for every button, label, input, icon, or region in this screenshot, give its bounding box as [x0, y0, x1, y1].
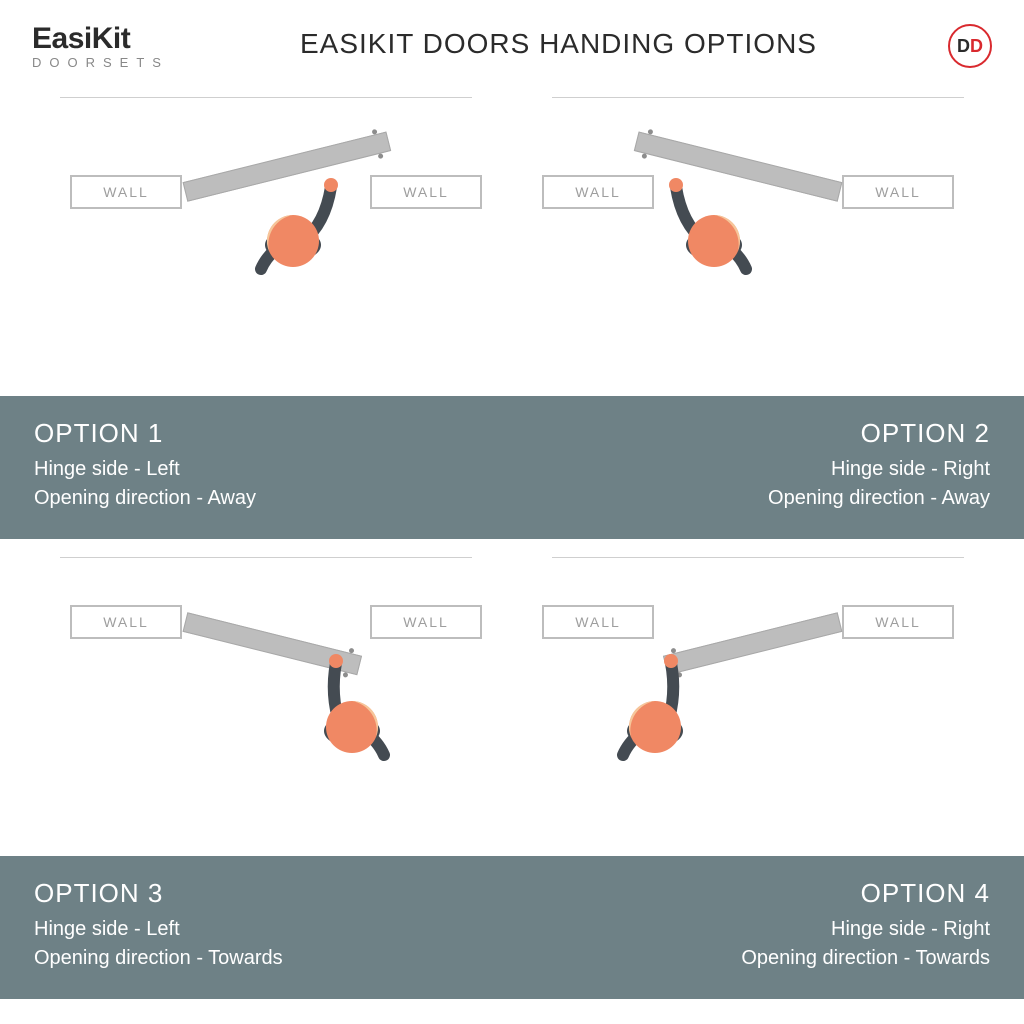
person-icon [245, 169, 345, 289]
wall-right: WALL [842, 605, 954, 639]
wall-right: WALL [370, 605, 482, 639]
option-title: OPTION 2 [546, 418, 990, 449]
option-3-cell: WALL WALL OPTION 3 H [0, 539, 512, 999]
option-hinge: Hinge side - Right [546, 915, 990, 944]
option-4-diagram: WALL WALL [512, 539, 1024, 856]
option-title: OPTION 4 [546, 878, 990, 909]
option-title: OPTION 3 [34, 878, 478, 909]
option-3-caption: OPTION 3 Hinge side - Left Opening direc… [0, 856, 512, 999]
option-title: OPTION 1 [34, 418, 478, 449]
option-4-caption: OPTION 4 Hinge side - Right Opening dire… [512, 856, 1024, 999]
wall-left: WALL [70, 605, 182, 639]
option-3-diagram: WALL WALL [0, 539, 512, 856]
option-2-diagram: WALL WALL [512, 79, 1024, 396]
option-1-caption: OPTION 1 Hinge side - Left Opening direc… [0, 396, 512, 539]
option-1-cell: WALL WALL [0, 79, 512, 539]
person-icon [300, 655, 400, 775]
header: EasiKit DOORSETS EASIKIT DOORS HANDING O… [0, 0, 1024, 79]
brand-sub: DOORSETS [32, 56, 169, 69]
badge-letter-2: D [970, 36, 983, 57]
option-4-cell: WALL WALL OPTION 4 Hinge side - Right [512, 539, 1024, 999]
option-2-cell: WALL WALL OPTION 2 Hinge side - Right [512, 79, 1024, 539]
wall-left: WALL [70, 175, 182, 209]
badge-letter-1: D [957, 36, 970, 57]
option-opening: Opening direction - Towards [34, 944, 478, 973]
option-opening: Opening direction - Towards [546, 944, 990, 973]
options-grid: WALL WALL [0, 79, 1024, 999]
wall-left: WALL [542, 605, 654, 639]
wall-right: WALL [370, 175, 482, 209]
option-hinge: Hinge side - Left [34, 915, 478, 944]
page-title: EASIKIT DOORS HANDING OPTIONS [300, 28, 817, 60]
dd-badge-icon: DD [948, 24, 992, 68]
wall-right: WALL [842, 175, 954, 209]
brand-name: EasiKit [32, 24, 169, 54]
option-opening: Opening direction - Away [34, 484, 478, 513]
person-icon [607, 655, 707, 775]
option-opening: Opening direction - Away [546, 484, 990, 513]
option-hinge: Hinge side - Left [34, 455, 478, 484]
person-icon [662, 169, 762, 289]
option-2-caption: OPTION 2 Hinge side - Right Opening dire… [512, 396, 1024, 539]
option-hinge: Hinge side - Right [546, 455, 990, 484]
option-1-diagram: WALL WALL [0, 79, 512, 396]
brand-logo: EasiKit DOORSETS [32, 24, 169, 69]
wall-left: WALL [542, 175, 654, 209]
